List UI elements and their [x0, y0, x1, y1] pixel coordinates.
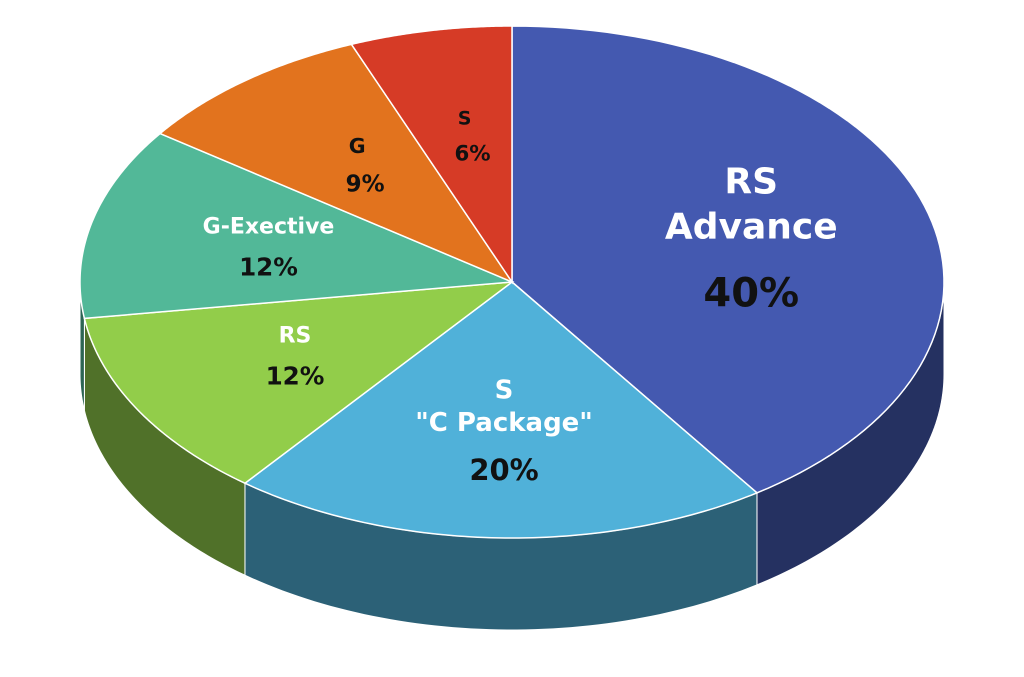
value-label: 12% — [266, 362, 325, 391]
slice-label: G-Exective — [203, 214, 335, 239]
value-label: 9% — [346, 172, 385, 198]
slice — [158, 43, 515, 284]
slice-label: RS — [279, 324, 312, 349]
slice-label: "C Package" — [415, 408, 593, 438]
slice — [243, 281, 759, 539]
slice-label: RS — [724, 161, 778, 202]
slice-label: S — [495, 375, 514, 405]
slice-label: S — [458, 108, 472, 130]
slice-label: G — [349, 134, 366, 158]
value-label: 12% — [239, 252, 298, 281]
slice — [511, 25, 945, 494]
value-label: 40% — [703, 270, 799, 316]
slice — [350, 25, 513, 285]
slice — [83, 281, 515, 485]
value-label: 6% — [454, 142, 490, 167]
slice — [79, 132, 513, 320]
slice-label: Advance — [665, 206, 838, 247]
value-label: 20% — [469, 453, 538, 487]
